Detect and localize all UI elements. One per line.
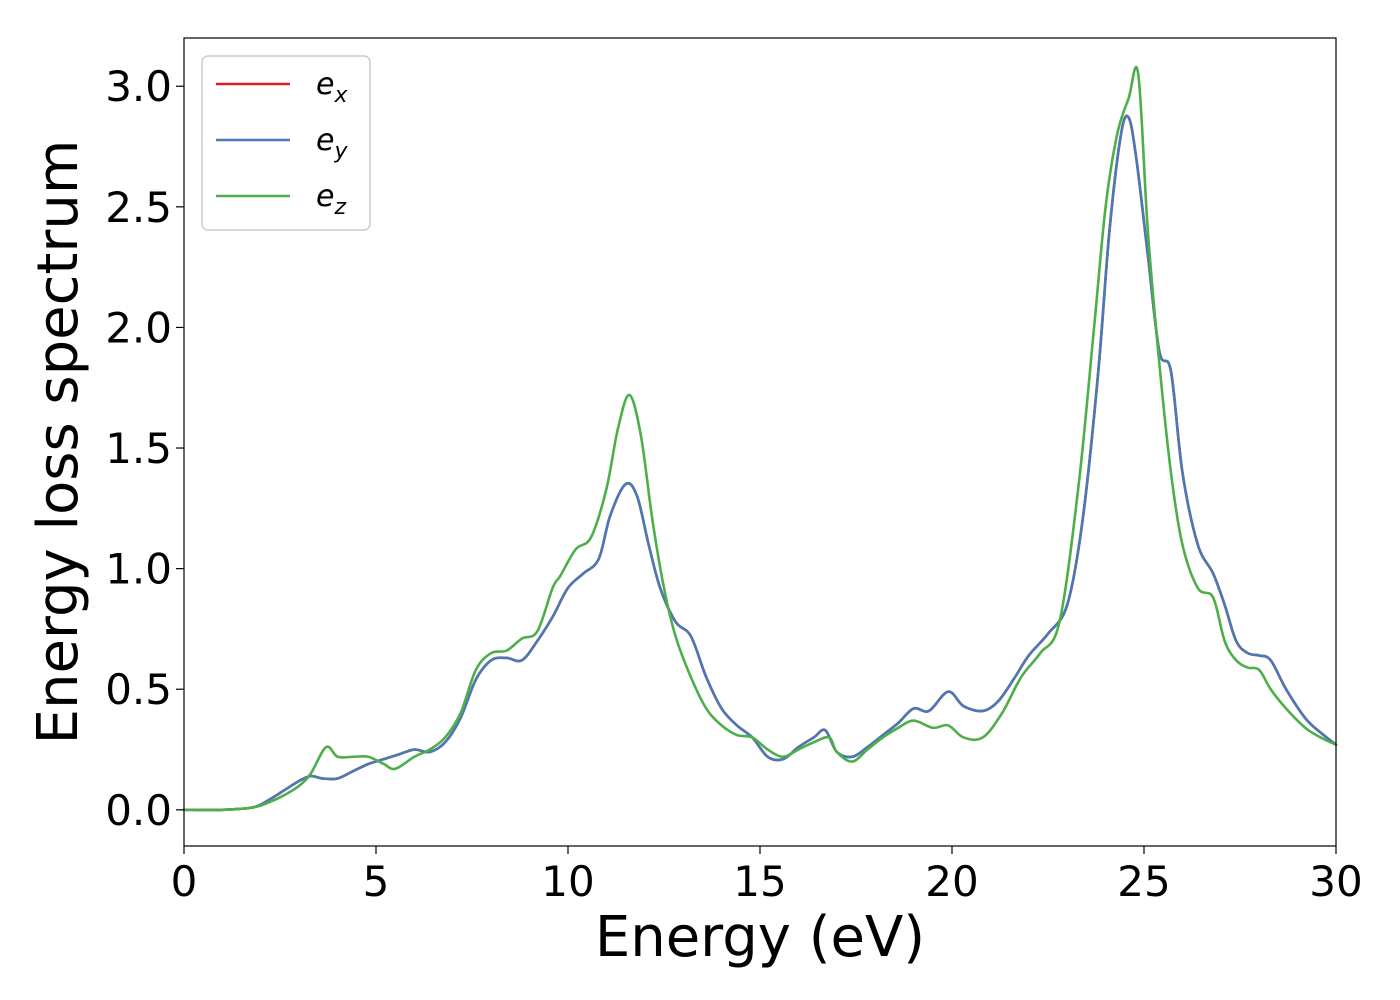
x-axis: 0 5 10 15 20 25 30 (171, 846, 1363, 906)
series-line-e-z (182, 65, 1338, 812)
x-tick-label: 0 (171, 857, 198, 906)
x-tick-label: 30 (1309, 857, 1362, 906)
y-tick-label: 1.0 (105, 545, 172, 594)
y-axis: 0.0 0.5 1.0 1.5 2.0 2.5 3.0 (105, 62, 184, 835)
legend-box (201, 55, 371, 231)
x-tick-label: 5 (363, 857, 390, 906)
x-tick-label: 25 (1117, 857, 1170, 906)
y-axis-title: Energy loss spectrum (26, 140, 91, 745)
y-tick-label: 0.5 (105, 665, 172, 714)
x-axis-title: Energy (eV) (595, 905, 925, 970)
y-tick-label: 2.5 (105, 183, 172, 232)
x-tick-label: 15 (733, 857, 786, 906)
x-tick-label: 20 (925, 857, 978, 906)
series-line-e-y (182, 114, 1338, 812)
y-tick-label: 2.0 (105, 303, 172, 352)
x-tick-label: 10 (541, 857, 594, 906)
series-layer (182, 65, 1338, 812)
y-tick-label: 0.0 (105, 786, 172, 835)
y-tick-label: 1.5 (105, 424, 172, 473)
y-tick-label: 3.0 (105, 62, 172, 111)
